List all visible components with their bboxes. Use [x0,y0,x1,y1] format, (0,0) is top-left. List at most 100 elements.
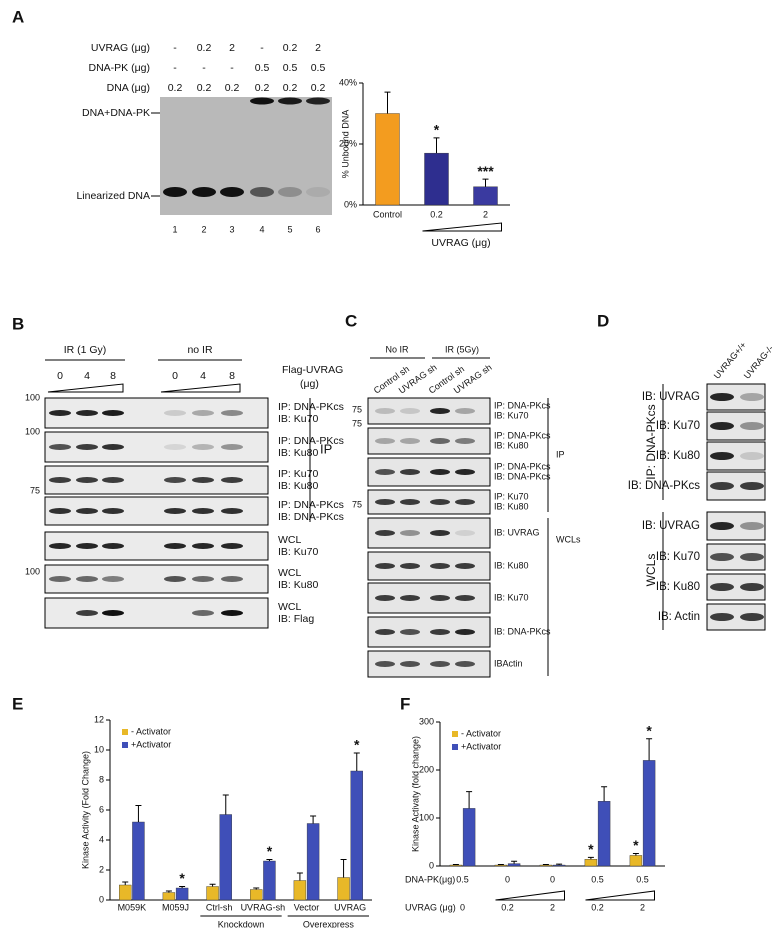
y-tick-label: 20% [339,138,357,148]
blot-label: IB: Ku70 [494,592,529,602]
error-bar [433,137,440,154]
blot-band [49,444,71,450]
legend-label: - Activator [131,726,171,736]
blot-band [102,410,124,416]
blot-band [740,452,764,460]
wedge [495,890,565,901]
blot-band [221,410,243,416]
blot-band [192,477,214,483]
blot-label: IP: DNA-PKcs [278,435,344,447]
error-bar [353,752,360,771]
blot-band [49,410,71,416]
legend-label: - Activator [461,728,501,738]
blot-band [710,422,734,430]
blot-band [49,477,71,483]
bar [584,859,598,867]
error-bar [209,883,216,887]
blot-label: IBActin [494,658,523,668]
dose-label: 8 [229,370,235,382]
significance: * [354,737,360,753]
legend-swatch [122,742,128,748]
bar [132,821,145,901]
x-row-label: UVRAG (μg) [405,902,456,912]
mw-marker: 75 [352,418,362,428]
blot-label: IB: UVRAG [494,527,540,537]
blot-band [430,661,450,667]
legend-swatch [452,731,458,737]
blot-band [455,563,475,569]
x-row-value: 0 [550,874,555,884]
dose-label: 4 [200,370,206,382]
blot-label: WCL [278,601,301,613]
gel-row-value: 2 [315,42,321,54]
legend-label: +Activator [461,741,501,751]
blot-label: IP: DNA-PKcs [278,401,344,413]
error-bar [601,786,608,802]
y-tick-label: 8 [99,774,104,784]
bar [263,860,276,901]
blot-band [375,530,395,536]
error-bar [122,881,129,885]
blot-band [192,410,214,416]
blot-band [278,97,302,105]
group-label: Overexpress [303,919,355,928]
y-axis-title: % Unbound DNA [340,110,350,179]
blot-band [102,576,124,582]
blot-label: IB: Ku80 [494,440,529,450]
x-row-value: 2 [550,902,555,912]
legend-swatch [122,729,128,735]
y-axis-title: Kinase Activaty (fold change) [410,736,420,852]
blot-band [192,187,216,197]
x-row-value: 0.2 [501,902,514,912]
blot-band [76,543,98,549]
blot-band [455,438,475,444]
y-tick-label: 10 [94,744,104,754]
gel-row-value: 0.2 [283,82,298,94]
blot-band [102,477,124,483]
blot-band [102,508,124,514]
blot-label: IB: Ku80 [494,560,529,570]
group-label: WCLs [644,554,658,587]
x-tick-label: UVRAG-sh [241,902,286,912]
error-bar [222,794,229,815]
blot-band [221,543,243,549]
blot-band [400,563,420,569]
blot-band [250,97,274,105]
blot-band [455,530,475,536]
blot-band [455,499,475,505]
blot-band [740,522,764,530]
lane-number: 6 [315,224,320,234]
gel-row-value: - [173,62,177,74]
lane-number: 5 [287,224,292,234]
blot-band [375,499,395,505]
blot-band [710,553,734,561]
blot-band [400,661,420,667]
blot-band [375,563,395,569]
bar [629,855,643,867]
blot-band [49,576,71,582]
gel-row-value: 0.2 [311,82,326,94]
blot-label: IB: UVRAG [642,391,700,403]
bar [175,887,189,901]
blot-band [221,576,243,582]
blot-band [76,477,98,483]
x-tick-label: 2 [483,209,488,219]
bar [219,814,232,901]
group-label: IP: DNA-PKcs [644,404,658,479]
x-row-value: 0 [505,874,510,884]
bar [494,864,508,867]
blot-band [49,543,71,549]
blot-band [375,595,395,601]
blot-band [49,508,71,514]
dose-label: 0 [172,370,178,382]
blot-band [250,187,274,197]
blot-band [455,469,475,475]
blot-band [430,438,450,444]
y-tick-label: 12 [94,714,104,724]
gel-row-value: - [202,62,206,74]
lane-number: 2 [201,224,206,234]
blot-band [164,444,186,450]
mw-marker: 100 [25,392,40,402]
bar [597,801,611,867]
blot-label: IP: DNA-PKcs [494,400,551,410]
